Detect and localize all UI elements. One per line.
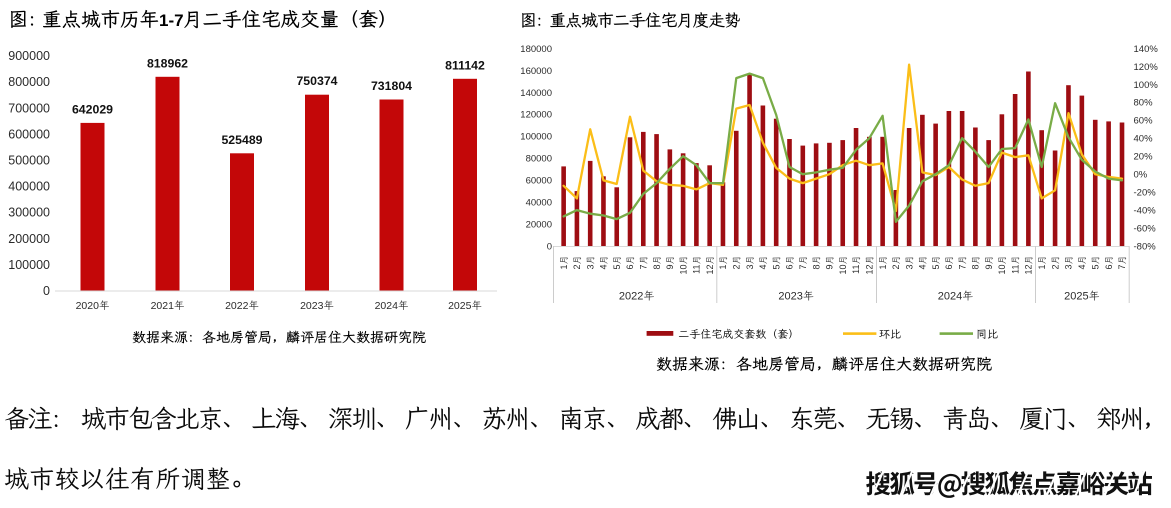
svg-text:140000: 140000	[520, 88, 552, 99]
svg-text:6: 6	[1104, 265, 1114, 270]
svg-text:700000: 700000	[8, 101, 50, 115]
svg-text:200000: 200000	[8, 232, 50, 246]
svg-text:2022: 2022	[619, 291, 643, 303]
svg-text:4: 4	[1077, 265, 1087, 270]
svg-text:120000: 120000	[520, 110, 552, 121]
svg-text:800000: 800000	[8, 75, 50, 89]
svg-text:2: 2	[891, 265, 901, 270]
svg-text:0: 0	[547, 241, 552, 252]
svg-text:3: 3	[904, 265, 914, 270]
svg-text:5: 5	[612, 265, 622, 270]
svg-text:2024: 2024	[375, 300, 399, 312]
svg-text:500000: 500000	[8, 154, 50, 168]
svg-text:80000: 80000	[526, 154, 552, 165]
svg-text:9: 9	[825, 265, 835, 270]
svg-text:10: 10	[838, 265, 848, 275]
svg-text:12: 12	[1024, 265, 1034, 275]
svg-text:11: 11	[692, 265, 702, 274]
svg-text:5: 5	[931, 265, 941, 270]
svg-text:6: 6	[625, 265, 635, 270]
svg-text:3: 3	[585, 265, 595, 270]
svg-text:0%: 0%	[1134, 170, 1148, 181]
svg-text:2023: 2023	[778, 291, 802, 303]
svg-text:2024: 2024	[938, 291, 962, 303]
svg-text:2022: 2022	[225, 300, 249, 312]
svg-text:120%: 120%	[1134, 62, 1159, 73]
svg-text:2: 2	[1050, 265, 1060, 270]
svg-text:0: 0	[43, 284, 50, 298]
svg-text:100000: 100000	[520, 132, 552, 143]
svg-text:2: 2	[732, 265, 742, 270]
svg-text:11: 11	[1010, 265, 1020, 274]
svg-text:818962: 818962	[147, 56, 188, 70]
svg-text:5: 5	[771, 265, 781, 270]
svg-text:11: 11	[851, 265, 861, 274]
svg-text:40000: 40000	[526, 198, 552, 209]
svg-text:400000: 400000	[8, 180, 50, 194]
svg-text:750374: 750374	[296, 74, 337, 88]
svg-text:1: 1	[878, 265, 888, 270]
svg-text:160000: 160000	[520, 66, 552, 77]
svg-text:525489: 525489	[221, 133, 262, 147]
svg-text:4: 4	[918, 265, 928, 270]
svg-text:8: 8	[971, 265, 981, 270]
svg-text:3: 3	[745, 265, 755, 270]
svg-text:60%: 60%	[1134, 116, 1154, 127]
svg-text:600000: 600000	[8, 127, 50, 141]
svg-text:2020: 2020	[76, 300, 100, 312]
svg-text:-80%: -80%	[1134, 241, 1157, 252]
svg-text:10: 10	[997, 265, 1007, 275]
svg-text:1: 1	[1037, 265, 1047, 270]
svg-text:3: 3	[1064, 265, 1074, 270]
svg-text:2023: 2023	[300, 300, 324, 312]
svg-text:300000: 300000	[8, 206, 50, 220]
svg-text:4: 4	[599, 265, 609, 270]
svg-text:12: 12	[705, 265, 715, 275]
svg-text:100000: 100000	[8, 258, 50, 272]
svg-text:731804: 731804	[371, 79, 412, 93]
svg-text:900000: 900000	[8, 49, 50, 63]
svg-text:-40%: -40%	[1134, 206, 1157, 217]
svg-text:1: 1	[718, 265, 728, 270]
svg-text:9: 9	[665, 265, 675, 270]
svg-text:7: 7	[1117, 265, 1127, 270]
svg-text:2025: 2025	[448, 300, 472, 312]
svg-text:8: 8	[811, 265, 821, 270]
svg-text:6: 6	[785, 265, 795, 270]
svg-text:180000: 180000	[520, 44, 552, 55]
svg-text:20000: 20000	[526, 220, 552, 231]
svg-text:4: 4	[758, 265, 768, 270]
svg-text:140%: 140%	[1134, 44, 1159, 55]
svg-text:40%: 40%	[1134, 134, 1154, 145]
svg-text:2: 2	[572, 265, 582, 270]
svg-text:811142: 811142	[445, 58, 485, 72]
svg-text:2025: 2025	[1064, 291, 1088, 303]
svg-text:6: 6	[944, 265, 954, 270]
svg-text:-60%: -60%	[1134, 223, 1157, 234]
svg-text:20%: 20%	[1134, 152, 1154, 163]
svg-text:2021: 2021	[151, 300, 175, 312]
svg-text:1-7: 1-7	[159, 11, 184, 30]
svg-text:7: 7	[798, 265, 808, 270]
svg-text:7: 7	[639, 265, 649, 270]
svg-text:7: 7	[957, 265, 967, 270]
svg-text:12: 12	[865, 265, 875, 275]
svg-text:642029: 642029	[72, 102, 113, 116]
svg-text:9: 9	[984, 265, 994, 270]
svg-text:5: 5	[1090, 265, 1100, 270]
svg-text:8: 8	[652, 265, 662, 270]
svg-text:80%: 80%	[1134, 98, 1154, 109]
svg-text:-20%: -20%	[1134, 188, 1157, 199]
svg-text:1: 1	[559, 265, 569, 270]
svg-text:10: 10	[678, 265, 688, 275]
svg-text:60000: 60000	[526, 176, 552, 187]
svg-text:100%: 100%	[1134, 80, 1159, 91]
